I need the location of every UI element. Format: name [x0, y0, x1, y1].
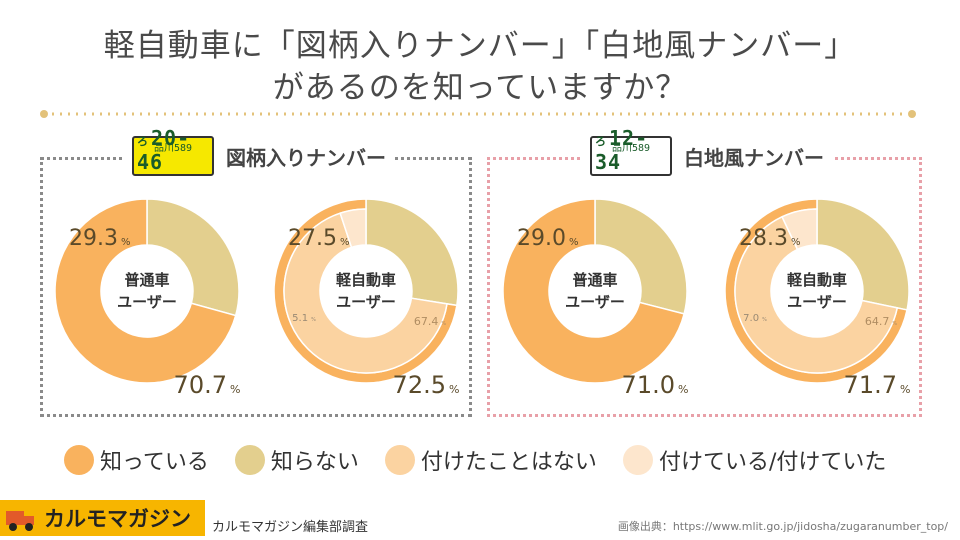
label-tsuketakotohanai: 67.4% — [414, 315, 447, 328]
plate-top-text: 品川589 — [611, 143, 651, 154]
panel-zugara-label: 図柄入りナンバー — [226, 145, 386, 170]
center-label: ユーザー — [565, 293, 625, 311]
survey-note: カルモマガジン編集部調査 — [212, 520, 369, 535]
label-shitteiru: 70.7% — [174, 371, 241, 399]
panel-shirojifu-header: 品川589 ろ 12-34 白地風ナンバー — [582, 126, 832, 178]
panel-shirojifu-label: 白地風ナンバー — [684, 145, 824, 170]
license-plate-shirojifu-icon: 品川589 ろ 12-34 — [590, 126, 672, 176]
slice-shiranai — [594, 198, 688, 315]
image-source: 画像出典：https://www.mlit.go.jp/jidosha/zuga… — [617, 520, 948, 533]
panel-zugara-header: 品川589 ろ 20-46 図柄入りナンバー — [124, 126, 394, 178]
legend-swatch — [384, 445, 415, 475]
plate-number: 20-46 — [137, 126, 191, 174]
slice-shiranai — [816, 198, 910, 311]
legend-swatch — [622, 445, 653, 475]
label-tsuketeiru: 5.1% — [292, 313, 316, 324]
center-label: 普通車 — [572, 271, 617, 289]
legend-label: 知らない — [270, 450, 359, 475]
legend-swatch — [64, 445, 94, 475]
legend-item-tsuketakotohanai: 付けたことはない — [384, 444, 597, 476]
brand-banner: カルモマガジン — [0, 500, 205, 536]
donut-center — [101, 245, 193, 337]
center-label: 普通車 — [124, 271, 169, 289]
plate-kana: ろ — [595, 135, 607, 148]
decorative-dotted-divider — [40, 110, 916, 118]
brand-name: カルモマガジン — [44, 507, 191, 531]
legend-item-tsuketeiru: 付けている/付けていた — [622, 444, 887, 476]
legend: 知っている 知らない 付けたことはない 付けている/付けていた — [64, 444, 912, 476]
legend-swatch — [234, 445, 265, 475]
legend-item-shitteiru: 知っている — [64, 444, 209, 476]
car-logo-icon — [6, 511, 34, 531]
donut-center — [549, 245, 641, 337]
donut-center — [771, 245, 863, 337]
plate-kana: ろ — [137, 135, 149, 148]
label-shitteiru: 72.5% — [393, 371, 460, 399]
donut-center — [320, 245, 412, 337]
title-line-2: があるのを知っていますか？ — [272, 70, 688, 106]
center-label: ユーザー — [787, 293, 847, 311]
legend-item-shiranai: 知らない — [234, 444, 359, 476]
center-label: ユーザー — [336, 293, 396, 311]
legend-label: 付けたことはない — [420, 450, 597, 475]
label-shitteiru: 71.7% — [844, 371, 911, 399]
plate-top-text: 品川589 — [153, 143, 193, 154]
plate-number: 12-34 — [595, 126, 649, 174]
title-line-1: 軽自動車に「図柄入りナンバー」「白地風ナンバー」 — [103, 28, 857, 64]
label-tsuketeiru: 7.0% — [743, 313, 767, 324]
center-label: 軽自動車 — [336, 271, 396, 289]
label-shitteiru: 71.0% — [622, 371, 689, 399]
label-shiranai: 28.3% — [739, 226, 801, 251]
legend-label: 付けている/付けていた — [658, 450, 887, 475]
center-label: 軽自動車 — [787, 271, 847, 289]
legend-label: 知っている — [100, 450, 209, 475]
center-label: ユーザー — [117, 293, 177, 311]
license-plate-zugara-icon: 品川589 ろ 20-46 — [132, 126, 214, 176]
label-tsuketakotohanai: 64.7% — [865, 315, 898, 328]
